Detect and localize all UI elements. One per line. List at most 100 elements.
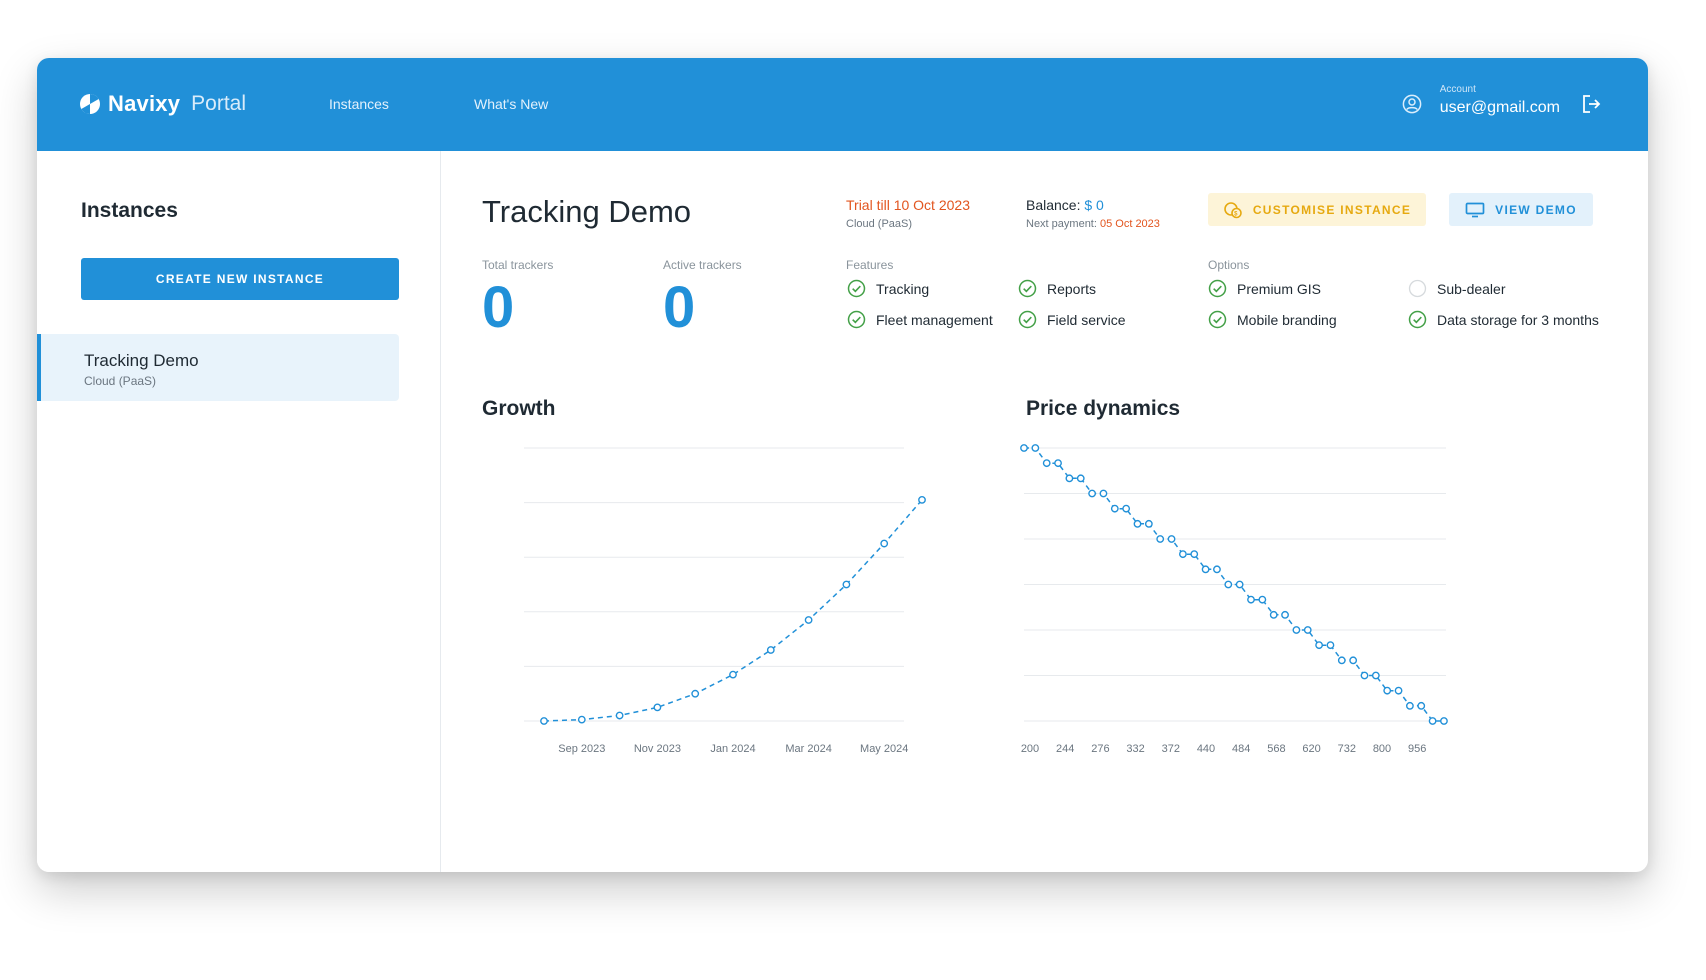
- data-point: [880, 539, 889, 548]
- logout-icon[interactable]: [1580, 93, 1602, 115]
- balance-line: Balance: $ 0: [1026, 197, 1160, 213]
- nav-instances[interactable]: Instances: [329, 96, 389, 112]
- data-point: [918, 495, 926, 504]
- data-point: [1076, 474, 1085, 483]
- data-point: [1224, 580, 1233, 589]
- feature-label: Fleet management: [876, 311, 993, 328]
- check-circle-icon: [1208, 310, 1227, 329]
- x-tick-label: 620: [1302, 743, 1320, 755]
- feature-label: Tracking: [876, 280, 930, 297]
- data-point: [691, 689, 700, 698]
- sidebar: Instances CREATE NEW INSTANCE Tracking D…: [37, 151, 441, 872]
- feature-field-service: Field service: [1018, 310, 1126, 329]
- data-point: [577, 715, 586, 724]
- price-dynamics-chart: 200 244 276 332 372 440 484 568 620 732 800 956: [1020, 444, 1448, 755]
- total-trackers-value: 0: [482, 275, 515, 340]
- option-data-storage: Data storage for 3 months: [1408, 310, 1599, 329]
- check-circle-icon: [1408, 310, 1427, 329]
- portal-window: Navixy Portal Instances What's New Accou…: [37, 58, 1648, 872]
- data-point: [1020, 444, 1028, 452]
- features-label: Features: [846, 258, 894, 272]
- x-tick-label: 800: [1373, 743, 1391, 755]
- data-point: [1303, 626, 1312, 634]
- x-tick-label: Jan 2024: [710, 743, 755, 755]
- customise-instance-label: CUSTOMISE INSTANCE: [1252, 202, 1412, 217]
- feature-tracking: Tracking: [847, 279, 929, 298]
- data-point: [1371, 671, 1380, 680]
- check-circle-icon: [847, 279, 866, 298]
- total-trackers-label: Total trackers: [482, 258, 554, 272]
- account-email[interactable]: user@gmail.com: [1439, 99, 1560, 116]
- data-point: [1178, 550, 1187, 559]
- data-point: [1417, 701, 1426, 710]
- x-tick-label: Mar 2024: [785, 743, 831, 755]
- x-tick-label: 484: [1232, 743, 1250, 755]
- x-tick-label: 956: [1408, 743, 1426, 755]
- series-line: [543, 499, 923, 722]
- balance-value: $ 0: [1084, 197, 1104, 213]
- x-tick-label: 732: [1338, 743, 1356, 755]
- check-circle-icon: [847, 310, 866, 329]
- options-label: Options: [1208, 258, 1250, 272]
- balance-info: Balance: $ 0 Next payment: 05 Oct 2023: [1026, 197, 1160, 230]
- data-point: [1440, 717, 1448, 725]
- trial-info: Trial till 10 Oct 2023 Cloud (PaaS): [846, 197, 970, 230]
- option-sub-dealer: Sub-dealer: [1408, 279, 1506, 298]
- data-point: [766, 646, 775, 654]
- data-point: [1405, 701, 1414, 710]
- main-content: Tracking Demo Trial till 10 Oct 2023 Clo…: [441, 151, 1648, 872]
- next-payment: Next payment: 05 Oct 2023: [1026, 218, 1160, 230]
- customise-instance-button[interactable]: $ CUSTOMISE INSTANCE: [1208, 193, 1426, 226]
- check-circle-icon: [1018, 310, 1037, 329]
- data-point: [1360, 671, 1369, 680]
- data-point: [1122, 504, 1131, 513]
- account-label: Account: [1439, 84, 1476, 95]
- brand-name: Navixy: [108, 91, 181, 116]
- option-label: Data storage for 3 months: [1437, 311, 1599, 328]
- sidebar-item-tracking-demo[interactable]: Tracking Demo Cloud (PaaS): [37, 334, 399, 401]
- option-label: Premium GIS: [1237, 280, 1322, 297]
- logo[interactable]: Navixy Portal: [79, 84, 246, 124]
- data-point: [1065, 474, 1074, 483]
- x-tick-label: Nov 2023: [634, 743, 681, 755]
- feature-label: Reports: [1047, 280, 1097, 297]
- data-point: [1281, 610, 1289, 619]
- option-label: Sub-dealer: [1437, 280, 1506, 297]
- data-point: [1088, 489, 1097, 498]
- x-tick-label: Sep 2023: [558, 743, 605, 755]
- view-demo-label: VIEW DEMO: [1495, 202, 1577, 217]
- create-new-instance-button[interactable]: CREATE NEW INSTANCE: [81, 258, 399, 300]
- data-point: [1269, 610, 1278, 619]
- data-point: [1326, 641, 1335, 650]
- data-point: [1201, 565, 1210, 574]
- data-point: [1156, 535, 1165, 543]
- user-icon[interactable]: [1402, 94, 1422, 114]
- data-point: [615, 711, 624, 720]
- data-point: [1428, 717, 1437, 725]
- monitor-icon: [1465, 202, 1485, 217]
- page-title: Tracking Demo: [482, 194, 692, 229]
- feature-reports: Reports: [1018, 279, 1096, 298]
- trial-text: Trial till 10 Oct 2023: [846, 197, 970, 213]
- logo-icon: [80, 93, 100, 115]
- instance-item-type: Cloud (PaaS): [84, 374, 157, 388]
- account-block[interactable]: Account user@gmail.com: [1440, 84, 1560, 117]
- nav-whats-new[interactable]: What's New: [474, 96, 549, 112]
- view-demo-button[interactable]: VIEW DEMO: [1449, 193, 1593, 226]
- data-point: [653, 703, 662, 712]
- data-point: [540, 717, 548, 725]
- x-tick-label: 276: [1091, 743, 1109, 755]
- next-payment-date: 05 Oct 2023: [1099, 218, 1160, 230]
- active-trackers-label: Active trackers: [663, 258, 742, 272]
- data-point: [1383, 686, 1392, 695]
- x-tick-label: 244: [1056, 743, 1074, 755]
- top-bar: Navixy Portal Instances What's New Accou…: [37, 58, 1648, 151]
- data-point: [1213, 565, 1221, 574]
- data-point: [1337, 656, 1346, 665]
- product-name: Portal: [191, 92, 247, 115]
- balance-label: Balance:: [1026, 197, 1081, 213]
- option-premium-gis: Premium GIS: [1208, 279, 1321, 298]
- x-tick-label: May 2024: [860, 743, 908, 755]
- x-tick-label: 332: [1126, 743, 1144, 755]
- data-point: [729, 670, 737, 679]
